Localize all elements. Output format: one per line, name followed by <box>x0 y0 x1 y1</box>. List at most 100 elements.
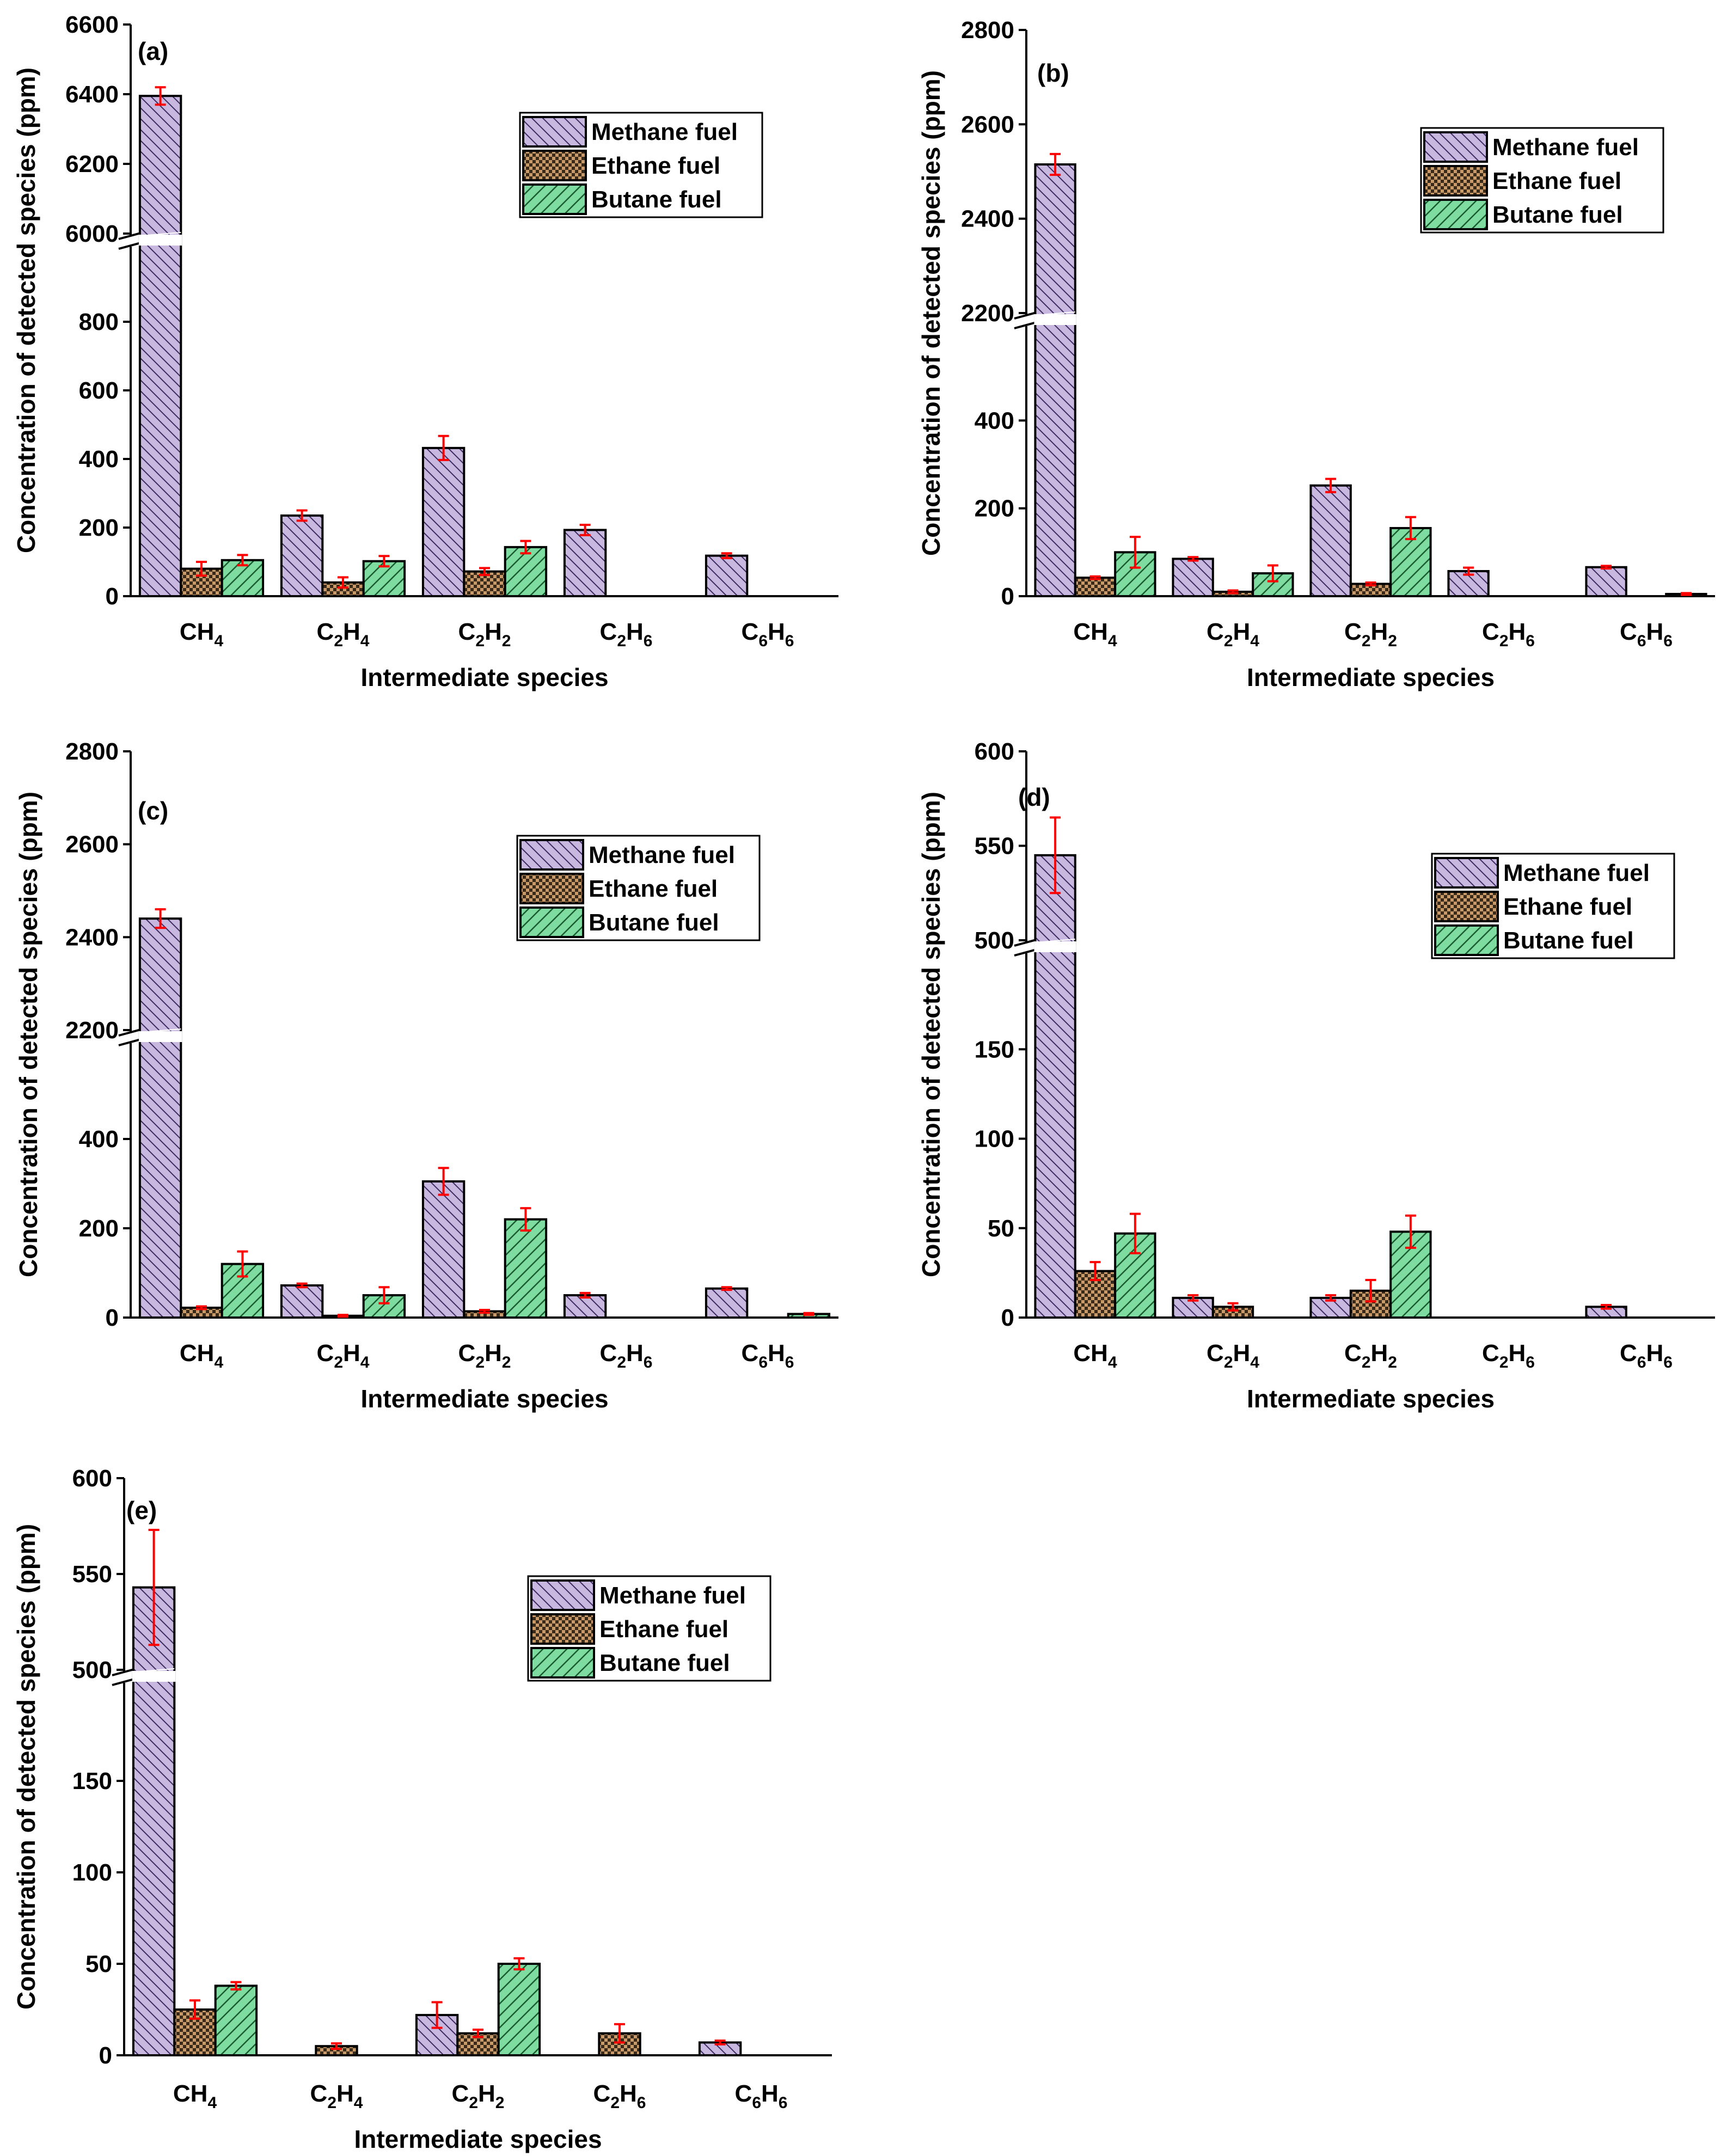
y-tick-label: 6400 <box>65 81 119 108</box>
y-tick-label: 400 <box>79 1126 119 1153</box>
bar-break-gap <box>138 1031 182 1042</box>
chart-panel-4: 0 50 100 150 500 550 600 CH4 C2H4 C2H2 C2H6 C6H6 Int… <box>917 738 1715 1413</box>
legend-swatch-methane <box>1434 857 1499 889</box>
legend-label-methane: Methane fuel <box>1492 134 1639 161</box>
panel-label: (a) <box>138 37 168 65</box>
legend-swatch-methane <box>530 1579 595 1611</box>
y-tick-label: 200 <box>79 1215 119 1242</box>
y-tick-label: 0 <box>106 583 119 610</box>
bar-methane-c2h6 <box>563 1294 607 1319</box>
bar-break-line <box>1035 939 1075 943</box>
legend-swatch-methane <box>519 839 584 871</box>
y-axis-title: Concentration of detected species (ppm) <box>12 1524 40 2010</box>
x-axis-title: Intermediate species <box>360 663 608 691</box>
y-tick-label: 2400 <box>961 206 1014 232</box>
y-tick-label: 0 <box>1001 1304 1014 1331</box>
chart-panel-5: 0 50 100 150 500 550 600 CH4 C2H4 C2H2 C2H6 C6H6 Int… <box>12 1465 832 2153</box>
bar-methane-ch4 <box>1034 854 1076 1319</box>
category-label-c2h4: C2H4 <box>1207 618 1259 650</box>
legend: Methane fuel Ethane fuel Butane fuel <box>516 835 761 941</box>
y-tick-label: 2400 <box>65 924 119 951</box>
category-label-c2h6: C2H6 <box>1482 618 1535 650</box>
legend-label-methane: Methane fuel <box>591 119 738 145</box>
bar-break-gap <box>138 235 182 246</box>
x-axis-title: Intermediate species <box>354 2125 602 2153</box>
legend-swatch-butane <box>530 1647 595 1679</box>
legend-label-butane: Butane fuel <box>591 186 722 213</box>
legend-swatch-ethane <box>522 150 587 181</box>
category-label-c6h6: C6H6 <box>742 1340 794 1371</box>
legend-label-methane: Methane fuel <box>1503 860 1650 886</box>
y-tick-label: 200 <box>79 514 119 541</box>
legend-swatch-butane <box>1434 924 1499 956</box>
category-label-c2h2: C2H2 <box>452 2080 505 2112</box>
y-tick-label: 50 <box>988 1215 1014 1242</box>
chart-panel-2: 0 200 400 2200 2400 2600 2800 CH4 C2H4 C2H2 C2H6 C6… <box>917 17 1715 691</box>
legend-swatch-ethane <box>1423 165 1488 197</box>
bar-methane-c2h4 <box>280 1284 324 1319</box>
bar-methane-c2h2 <box>421 1180 466 1319</box>
category-label-c2h4: C2H4 <box>317 618 370 650</box>
legend-label-methane: Methane fuel <box>589 842 735 868</box>
y-tick-label: 600 <box>79 377 119 404</box>
legend-label-butane: Butane fuel <box>589 909 719 936</box>
y-tick-label: 6000 <box>65 220 119 247</box>
y-tick-label: 100 <box>72 1859 112 1886</box>
legend-label-ethane: Ethane fuel <box>591 152 720 179</box>
y-tick-label: 150 <box>975 1036 1014 1063</box>
y-tick-label: 2600 <box>961 111 1014 138</box>
axis-break-mark <box>118 1038 143 1046</box>
bar-methane-c2h6 <box>563 529 607 597</box>
x-axis-title: Intermediate species <box>1247 1385 1495 1413</box>
category-label-ch4: CH4 <box>180 618 224 650</box>
category-label-c2h6: C2H6 <box>600 1340 653 1371</box>
y-tick-label: 0 <box>99 2042 112 2069</box>
bar-break-gap <box>132 1671 176 1682</box>
legend-swatch-ethane <box>1434 891 1499 922</box>
legend-label-ethane: Ethane fuel <box>1492 168 1621 194</box>
y-tick-label: 400 <box>975 407 1014 434</box>
bar-methane-ch4 <box>138 917 182 1319</box>
axis-break-mark <box>118 241 143 250</box>
y-tick-label: 2200 <box>961 300 1014 327</box>
y-tick-label: 2800 <box>65 738 119 765</box>
category-label-ch4: CH4 <box>180 1340 224 1371</box>
bar-methane-ch4 <box>132 1586 176 2056</box>
chart-panel-3: 0 200 400 2200 2400 2600 2800 CH4 C2H4 C2H2 C2H6 C6… <box>14 738 838 1413</box>
y-tick-label: 800 <box>79 309 119 335</box>
category-label-c6h6: C6H6 <box>1620 618 1673 650</box>
bar-butane-ch4 <box>214 1984 258 2057</box>
bar-methane-c6h6 <box>705 1287 749 1319</box>
legend-swatch-methane <box>522 116 587 148</box>
y-tick-label: 100 <box>975 1126 1014 1153</box>
bar-break-gap <box>1034 314 1076 325</box>
category-label-ch4: CH4 <box>173 2080 217 2112</box>
bar-methane-ch4 <box>138 95 182 597</box>
y-tick-label: 2600 <box>65 831 119 858</box>
bar-methane-c2h2 <box>421 446 466 598</box>
panel-label: (d) <box>1018 783 1050 811</box>
bar-break-line <box>133 1668 175 1673</box>
bar-methane-c2h4 <box>1172 558 1214 598</box>
bar-methane-c6h6 <box>705 554 749 597</box>
category-label-c6h6: C6H6 <box>735 2080 788 2112</box>
panel-label: (b) <box>1037 59 1069 87</box>
y-tick-label: 0 <box>1001 583 1014 610</box>
legend-label-ethane: Ethane fuel <box>1503 893 1632 920</box>
category-label-c2h4: C2H4 <box>1207 1340 1259 1371</box>
y-tick-label: 2800 <box>961 17 1014 44</box>
bar-ethane-ch4 <box>1074 577 1117 597</box>
legend: Methane fuel Ethane fuel Butane fuel <box>1431 853 1675 959</box>
legend-swatch-butane <box>522 183 587 215</box>
category-label-c2h6: C2H6 <box>1482 1340 1535 1371</box>
bar-break-line <box>139 232 181 236</box>
y-tick-label: 6200 <box>65 151 119 177</box>
bar-methane-c2h4 <box>280 514 324 598</box>
legend-swatch-methane <box>1423 131 1488 163</box>
category-label-c2h2: C2H2 <box>458 618 511 650</box>
legend-label-butane: Butane fuel <box>1492 201 1623 228</box>
y-tick-label: 500 <box>975 927 1014 954</box>
category-label-ch4: CH4 <box>1073 618 1117 650</box>
panel-label: (c) <box>138 797 168 825</box>
